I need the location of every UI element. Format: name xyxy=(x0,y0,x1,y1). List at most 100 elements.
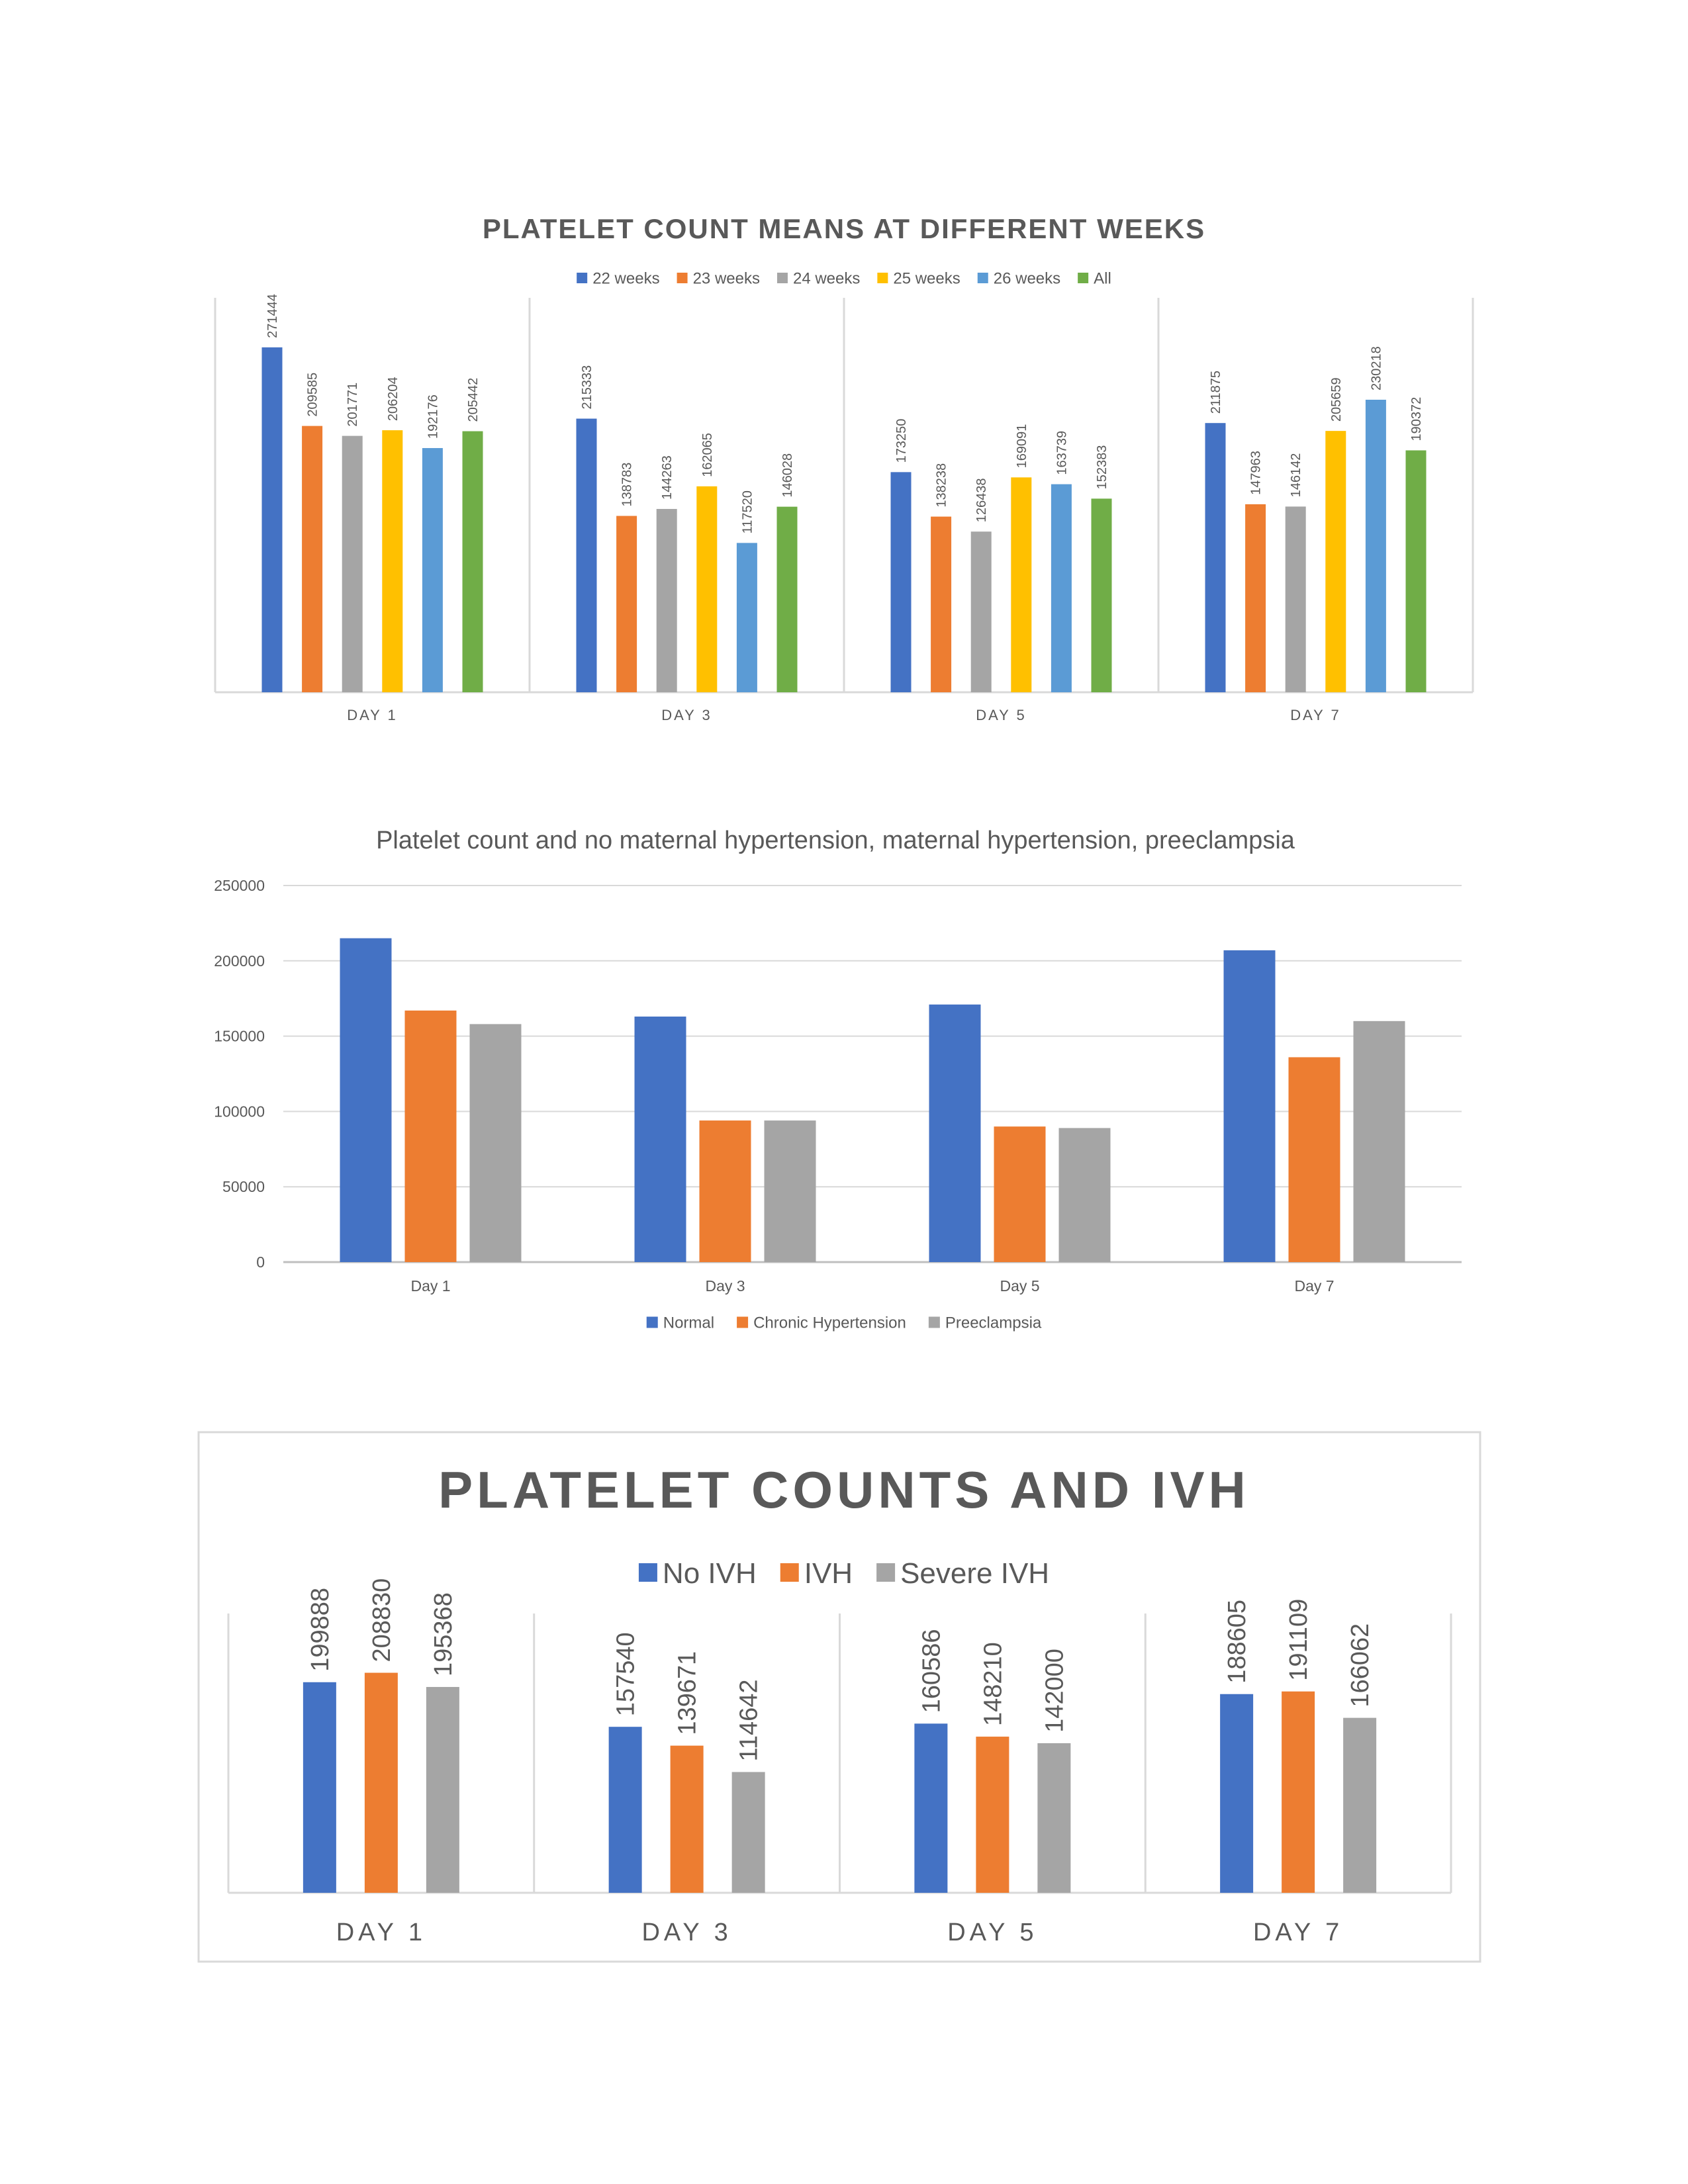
bar-23-weeks-day-5 xyxy=(931,516,952,692)
x-tick-label-day-3: Day 3 xyxy=(705,1277,745,1295)
x-tick-label-day-7: Day 7 xyxy=(1294,1277,1334,1295)
data-label: 138238 xyxy=(935,463,949,508)
bar-22-weeks-day-1 xyxy=(261,347,283,692)
bar-normal-day-5 xyxy=(929,1004,981,1262)
legend-swatch-preeclampsia xyxy=(928,1316,940,1328)
data-label: 162065 xyxy=(700,433,715,477)
bar-25-weeks-day-7 xyxy=(1325,431,1346,692)
data-label: 192176 xyxy=(426,394,440,439)
x-tick-label-day-1: DAY 1 xyxy=(347,707,398,723)
x-tick-label-day-7: DAY 7 xyxy=(1290,707,1341,723)
data-label: 142000 xyxy=(1041,1649,1068,1733)
bar-preeclampsia-day-5 xyxy=(1058,1128,1111,1262)
x-tick-label-day-7: DAY 7 xyxy=(1253,1919,1343,1946)
x-tick-label-day-5: DAY 5 xyxy=(976,707,1027,723)
legend-swatch-normal xyxy=(646,1316,658,1328)
y-tick-label: 100000 xyxy=(214,1103,265,1120)
data-label: 173250 xyxy=(894,419,909,463)
data-label: 152383 xyxy=(1095,445,1109,490)
bar-ivh-day-5 xyxy=(976,1737,1009,1893)
bar-chronic-hypertension-day-1 xyxy=(404,1010,457,1262)
data-label: 205659 xyxy=(1329,377,1344,422)
data-label: 205442 xyxy=(466,378,481,422)
data-label: 163739 xyxy=(1055,431,1069,475)
bar-chronic-hypertension-day-5 xyxy=(994,1126,1046,1262)
data-label: 215333 xyxy=(580,365,594,410)
x-tick-label-day-1: DAY 1 xyxy=(336,1919,426,1946)
data-label: 195368 xyxy=(430,1592,457,1676)
data-label: 138783 xyxy=(620,463,635,507)
bar-all-day-7 xyxy=(1405,450,1427,692)
data-label: 199888 xyxy=(306,1588,334,1672)
data-label: 169091 xyxy=(1015,424,1029,469)
legend-label-24-weeks: 24 weeks xyxy=(793,270,860,288)
data-label: 126438 xyxy=(974,478,989,522)
bar-22-weeks-day-7 xyxy=(1205,423,1226,692)
y-tick-label: 250000 xyxy=(214,877,265,894)
data-label: 201771 xyxy=(346,383,360,427)
bar-26-weeks-day-7 xyxy=(1365,399,1386,692)
bar-25-weeks-day-3 xyxy=(696,486,718,692)
chart-title: PLATELET COUNTS AND IVH xyxy=(438,1461,1250,1519)
bar-25-weeks-day-1 xyxy=(382,430,403,692)
data-label: 117520 xyxy=(740,490,755,533)
legend-label-no-ivh: No IVH xyxy=(663,1557,757,1590)
legend-label-preeclampsia: Preeclampsia xyxy=(945,1314,1042,1332)
x-tick-label-day-5: Day 5 xyxy=(1000,1277,1039,1295)
data-label: 211875 xyxy=(1209,371,1223,414)
data-label: 188605 xyxy=(1223,1600,1251,1684)
data-label: 146028 xyxy=(780,453,795,498)
bar-severe-ivh-day-7 xyxy=(1343,1717,1377,1893)
y-tick-label: 0 xyxy=(256,1253,265,1271)
data-label: 139671 xyxy=(674,1651,702,1735)
bar-severe-ivh-day-1 xyxy=(426,1686,459,1893)
weeks-legend: 22 weeks 23 weeks 24 weeks 25 weeks 26 weeks… xyxy=(577,270,1111,288)
chart-weeks: PLATELET COUNT MEANS AT DIFFERENT WEEKS 2… xyxy=(214,213,1474,723)
bar-preeclampsia-day-3 xyxy=(764,1120,816,1262)
legend-swatch-no-ivh xyxy=(638,1563,657,1582)
data-label: 157540 xyxy=(612,1632,640,1716)
hypertension-legend: Normal Chronic Hypertension Preeclampsia xyxy=(646,1314,1042,1332)
x-tick-label-day-3: DAY 3 xyxy=(661,707,712,723)
bar-normal-day-7 xyxy=(1223,950,1276,1262)
bar-22-weeks-day-5 xyxy=(890,472,912,692)
ivh-legend: No IVH IVH Severe IVH xyxy=(638,1557,1049,1590)
bar-no-ivh-day-5 xyxy=(914,1723,948,1893)
y-tick-label: 50000 xyxy=(222,1178,265,1195)
legend-swatch-26-weeks xyxy=(977,273,988,283)
data-label: 191109 xyxy=(1285,1599,1313,1681)
bar-chronic-hypertension-day-7 xyxy=(1288,1057,1340,1262)
data-label: 146142 xyxy=(1289,453,1303,498)
chart-title: Platelet count and no maternal hypertens… xyxy=(376,827,1295,854)
data-label: 114642 xyxy=(735,1680,763,1762)
legend-swatch-chronic-hypertension xyxy=(737,1316,749,1328)
bar-23-weeks-day-3 xyxy=(616,516,637,692)
bar-25-weeks-day-5 xyxy=(1011,477,1032,692)
data-label: 208830 xyxy=(368,1578,396,1662)
legend-label-22-weeks: 22 weeks xyxy=(592,270,659,288)
legend-swatch-ivh xyxy=(780,1563,799,1582)
data-label: 209585 xyxy=(306,373,320,417)
legend-label-normal: Normal xyxy=(663,1314,714,1332)
legend-label-ivh: IVH xyxy=(804,1557,853,1590)
bar-no-ivh-day-3 xyxy=(608,1727,642,1893)
chart-ivh: PLATELET COUNTS AND IVH No IVH IVH Severe I… xyxy=(197,1431,1481,1963)
bar-severe-ivh-day-3 xyxy=(731,1772,765,1893)
x-tick-label-day-5: DAY 5 xyxy=(947,1919,1037,1946)
data-label: 160586 xyxy=(917,1629,945,1713)
bar-23-weeks-day-1 xyxy=(302,426,323,692)
bar-severe-ivh-day-5 xyxy=(1037,1743,1071,1893)
bar-ivh-day-3 xyxy=(670,1745,704,1893)
bar-24-weeks-day-7 xyxy=(1285,506,1306,692)
y-tick-label: 150000 xyxy=(214,1028,265,1045)
bar-22-weeks-day-3 xyxy=(576,418,597,692)
chart-title: PLATELET COUNT MEANS AT DIFFERENT WEEKS xyxy=(483,213,1205,244)
bar-preeclampsia-day-1 xyxy=(469,1024,522,1262)
data-label: 271444 xyxy=(265,294,280,338)
data-label: 206204 xyxy=(386,377,400,421)
legend-swatch-severe-ivh xyxy=(876,1563,896,1582)
legend-label-severe-ivh: Severe IVH xyxy=(900,1557,1049,1590)
bar-all-day-5 xyxy=(1091,498,1112,692)
x-tick-label-day-3: DAY 3 xyxy=(641,1919,731,1946)
bar-24-weeks-day-3 xyxy=(656,509,677,692)
